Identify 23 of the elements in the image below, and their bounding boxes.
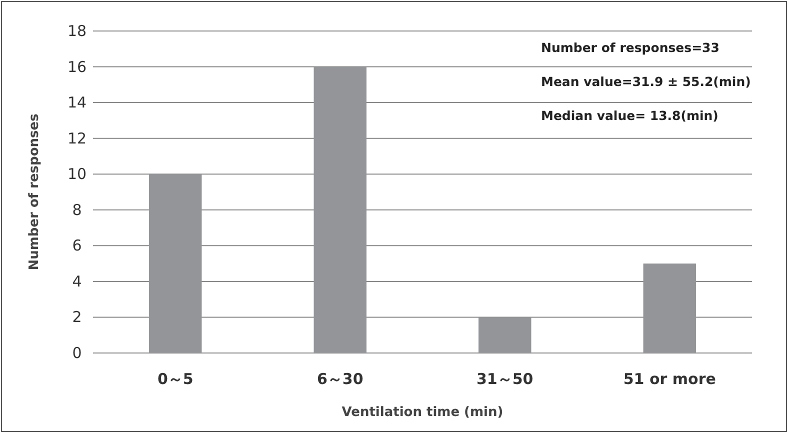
bar (314, 66, 366, 353)
y-tick-label: 2 (72, 308, 82, 326)
bar (478, 317, 532, 353)
bar (149, 174, 202, 353)
annotation: Median value= 13.8(min) (541, 108, 718, 123)
y-tick-label: 6 (72, 236, 82, 255)
annotation: Number of responses=33 (541, 40, 720, 55)
x-tick-label: 6～30 (316, 370, 364, 388)
bar (643, 264, 696, 353)
y-tick-label: 4 (72, 272, 82, 290)
annotation: Mean value=31.9 ± 55.2(min) (541, 74, 751, 89)
x-axis-title: Ventilation time (min) (342, 405, 504, 420)
x-tick-label: 31～50 (476, 370, 534, 388)
y-tick-label: 16 (67, 58, 87, 76)
y-tick-label: 0 (72, 344, 82, 362)
x-tick-label: 51 or more (623, 370, 716, 388)
y-tick-label: 14 (67, 94, 87, 112)
y-tick-label: 8 (72, 200, 82, 219)
x-tick-label: 0～5 (157, 370, 194, 388)
y-tick-label: 18 (67, 22, 87, 40)
y-axis-title: Number of responses (27, 113, 42, 270)
y-tick-label: 10 (67, 165, 87, 184)
y-tick-label: 12 (67, 129, 87, 148)
